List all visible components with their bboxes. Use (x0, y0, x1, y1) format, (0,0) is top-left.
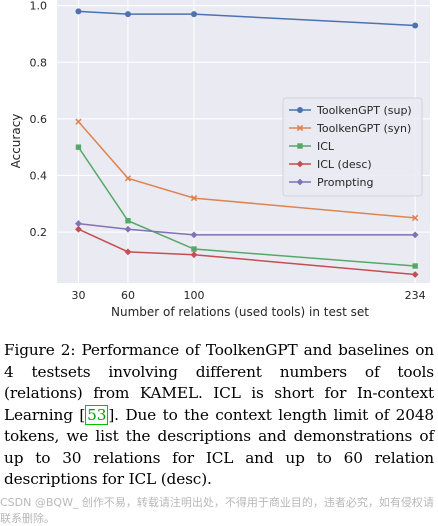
caption-text-part-2: ]. Due to the context length limit of 20… (4, 405, 434, 489)
y-tick-label: 1.0 (30, 0, 48, 13)
data-point (190, 231, 198, 239)
x-tick-label: 30 (71, 289, 85, 302)
data-point (125, 218, 131, 224)
series-4 (75, 220, 419, 239)
series-line (78, 10, 416, 27)
series-line (78, 228, 416, 276)
series-line (78, 222, 416, 236)
y-tick-label: 0.6 (30, 113, 48, 126)
data-point (124, 175, 132, 182)
legend-item: ICL (desc) (289, 158, 372, 171)
legend-frame (282, 97, 423, 197)
x-tick-label: 234 (405, 289, 426, 302)
legend-item: ToolkenGPT (sup) (289, 104, 412, 117)
x-axis-label: Number of relations (used tools) in test… (111, 305, 369, 319)
series-2 (75, 144, 418, 269)
data-point (75, 118, 82, 125)
line-chart: 30 60 100 234 0.2 0.4 0.6 0.8 1.0 Number of rela… (9, 0, 430, 319)
data-point (124, 248, 132, 256)
watermark: CSDN @BQW_ 创作不易，转载请注明出处，不得用于商业目的，违者必究，如有… (0, 496, 434, 525)
legend-marker (296, 124, 304, 132)
legend-item: ToolkenGPT (syn) (289, 122, 411, 135)
data-point (124, 11, 131, 18)
legend-item: Prompting (289, 176, 373, 189)
x-tick-label: 100 (183, 289, 204, 302)
legend-marker (296, 160, 304, 168)
data-point (411, 271, 419, 278)
data-point (411, 231, 419, 239)
legend-marker (297, 107, 303, 113)
legend-label: Prompting (317, 176, 373, 189)
legend-label: ICL (317, 140, 335, 153)
y-tick-label: 0.2 (30, 226, 48, 239)
figure-caption: Figure 2: Performance of ToolkenGPT and … (4, 340, 434, 491)
series-3 (75, 225, 419, 278)
data-point (75, 220, 82, 227)
tick-labels: 30 60 100 234 0.2 0.4 0.6 0.8 1.0 (30, 0, 426, 302)
legend-label: ToolkenGPT (syn) (316, 122, 411, 135)
citation-link[interactable]: 53 (85, 404, 109, 425)
y-axis-label: Accuracy (9, 114, 23, 169)
x-tick-label: 60 (121, 289, 135, 302)
data-point (190, 194, 198, 202)
data-point (411, 214, 419, 222)
data-point (124, 225, 132, 233)
legend-marker (297, 143, 303, 149)
legend-label: ICL (desc) (317, 158, 372, 171)
data-point (190, 11, 197, 18)
series-1 (75, 118, 419, 222)
y-tick-label: 0.4 (30, 169, 48, 182)
caption-text-part-1: Figure 2: Performance of ToolkenGPT and … (4, 341, 434, 424)
legend-item: ICL (289, 140, 335, 153)
y-tick-label: 0.8 (30, 56, 48, 69)
data-point (75, 144, 82, 150)
data-point (75, 8, 82, 15)
data-point (190, 251, 198, 259)
data-point (191, 246, 197, 252)
data-point (412, 263, 418, 269)
legend-label: ToolkenGPT (sup) (316, 104, 412, 117)
data-point (412, 22, 419, 29)
series-line (77, 121, 416, 219)
series-line (77, 146, 416, 267)
series-0 (75, 8, 419, 29)
series-layer (75, 8, 419, 278)
legend-marker (296, 178, 304, 186)
data-point (75, 225, 82, 233)
legend: ToolkenGPT (sup) ToolkenGPT (syn) ICL ICL (… (282, 97, 423, 197)
